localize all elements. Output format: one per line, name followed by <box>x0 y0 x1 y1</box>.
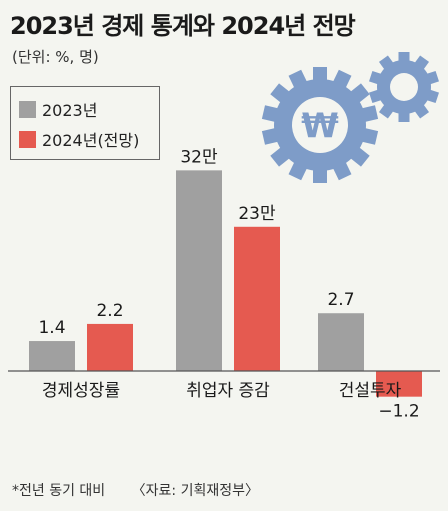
source-note: 〈자료: 기획재정부〉 <box>131 483 259 499</box>
value-label-0-2: 2.7 <box>327 290 354 310</box>
bar-0-1 <box>176 170 222 371</box>
value-label-1-2: −1.2 <box>378 402 419 422</box>
chart-title: 2023년 경제 통계와 2024년 전망 <box>10 12 356 40</box>
legend-label-2024: 2024년(전망) <box>42 131 140 150</box>
footnote: *전년 동기 대비 <box>12 483 106 499</box>
bar-1-0 <box>87 323 133 371</box>
category-labels: 경제성장률 취업자 증감 건설투자 <box>42 381 402 401</box>
value-labels: 1.4 32만 2.7 2.2 23만 −1.2 <box>38 147 419 421</box>
won-symbol-icon: ₩ <box>301 106 339 146</box>
gear-tooth <box>313 67 327 83</box>
category-label-1: 취업자 증감 <box>186 381 270 401</box>
bar-0-0 <box>29 341 75 371</box>
gear-tooth <box>313 167 327 183</box>
bars <box>29 170 422 397</box>
legend-label-2023: 2023년 <box>42 101 98 120</box>
gear-decoration: ₩ <box>261 52 439 183</box>
legend-item-2023: 2023년 <box>19 97 97 121</box>
bar-1-1 <box>234 226 280 371</box>
gear-hole <box>390 73 418 101</box>
value-label-1-0: 2.2 <box>96 301 123 321</box>
value-label-0-1: 32만 <box>180 147 218 167</box>
category-label-2: 건설투자 <box>339 381 402 401</box>
unit-note: (단위: %, 명) <box>12 48 99 66</box>
gear-tooth <box>398 110 410 122</box>
bar-1-2 <box>376 371 422 397</box>
gear-hole <box>292 97 348 153</box>
value-label-1-1: 23만 <box>238 204 276 224</box>
bar-0-2 <box>318 313 364 371</box>
small-gear-icon <box>369 52 439 122</box>
legend-item-2024: 2024년(전망) <box>19 127 139 151</box>
footnote-row: *전년 동기 대비 〈자료: 기획재정부〉 <box>12 480 281 500</box>
legend-swatch-2023 <box>19 100 36 118</box>
value-label-0-0: 1.4 <box>38 318 65 338</box>
large-gear-icon <box>261 67 379 183</box>
legend-swatch-2024 <box>19 130 36 148</box>
category-label-0: 경제성장률 <box>42 381 120 401</box>
gear-tooth <box>398 52 410 64</box>
legend: 2023년 2024년(전망) <box>10 86 160 160</box>
